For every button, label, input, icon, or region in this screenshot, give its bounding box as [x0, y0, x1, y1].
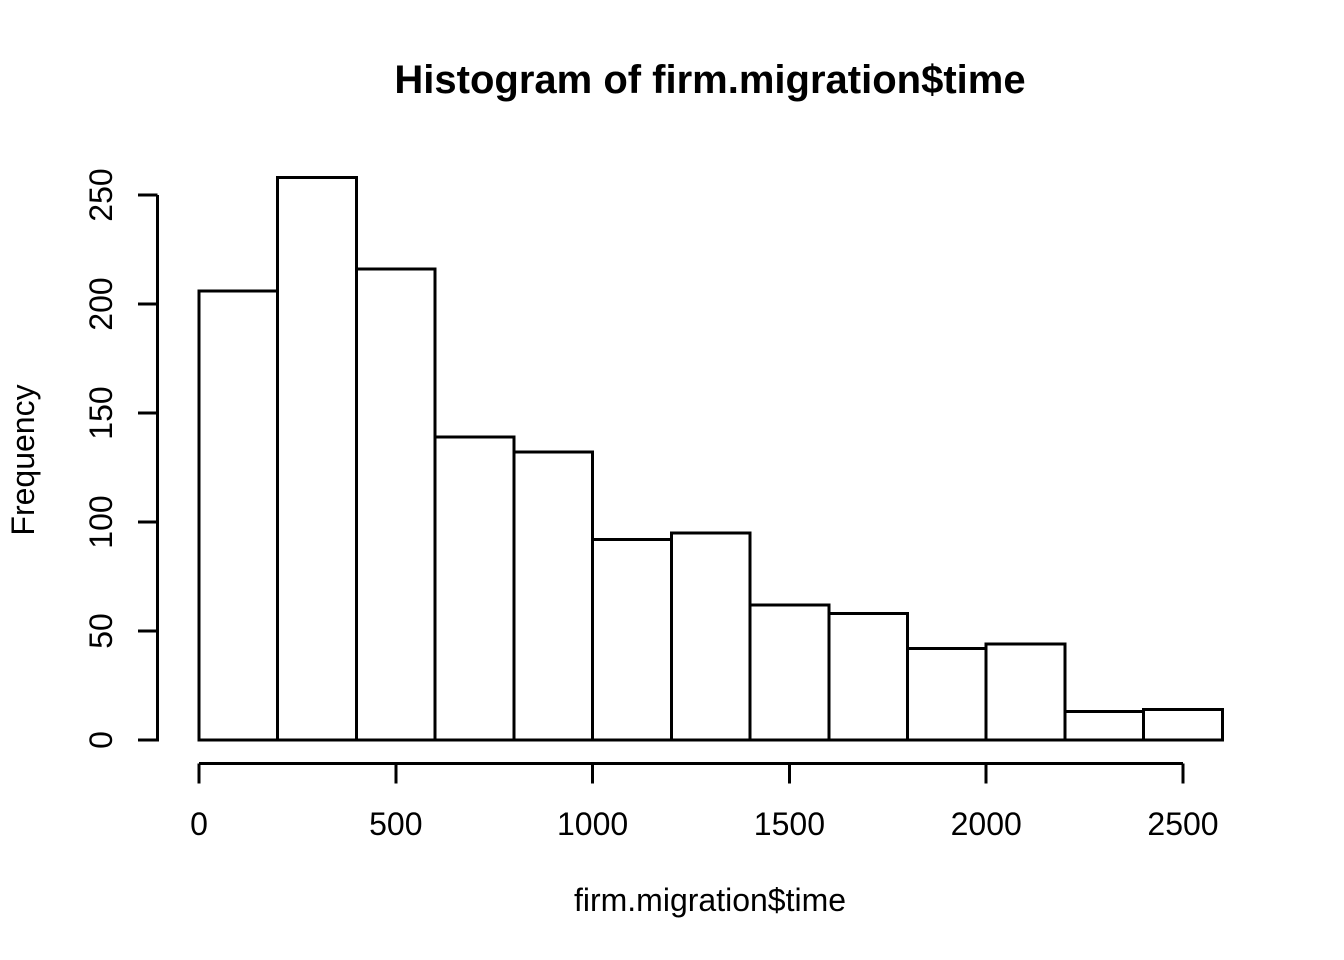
- histogram-bar: [433, 435, 516, 742]
- x-tick-label: 500: [369, 806, 422, 842]
- y-tick-label: 0: [83, 731, 119, 749]
- y-tick-label: 250: [83, 168, 119, 221]
- y-tick-label: 100: [83, 495, 119, 548]
- x-axis-label: firm.migration$time: [574, 882, 846, 918]
- y-tick-label: 150: [83, 386, 119, 439]
- histogram-bar: [984, 642, 1067, 742]
- histogram-bar: [1142, 707, 1224, 742]
- x-tick-label: 0: [190, 806, 208, 842]
- histogram-bar: [1063, 710, 1146, 742]
- histogram-bar: [669, 531, 752, 742]
- histogram-bar: [748, 603, 831, 742]
- x-tick-label: 1000: [557, 806, 628, 842]
- histogram-bar: [591, 537, 673, 742]
- histogram-bar: [354, 267, 437, 742]
- histogram-bar: [512, 450, 595, 742]
- x-tick-label: 1500: [754, 806, 825, 842]
- histogram-bar: [197, 289, 280, 742]
- y-axis-label: Frequency: [5, 384, 41, 535]
- x-tick-label: 2500: [1147, 806, 1218, 842]
- x-tick-label: 2000: [951, 806, 1022, 842]
- histogram-bars: [197, 176, 1224, 742]
- chart-title: Histogram of firm.migration$time: [394, 58, 1025, 102]
- histogram-bar: [827, 612, 909, 742]
- y-tick-label: 200: [83, 277, 119, 330]
- histogram-bar: [276, 176, 358, 742]
- histogram-bar: [905, 646, 988, 742]
- y-tick-label: 50: [83, 613, 119, 649]
